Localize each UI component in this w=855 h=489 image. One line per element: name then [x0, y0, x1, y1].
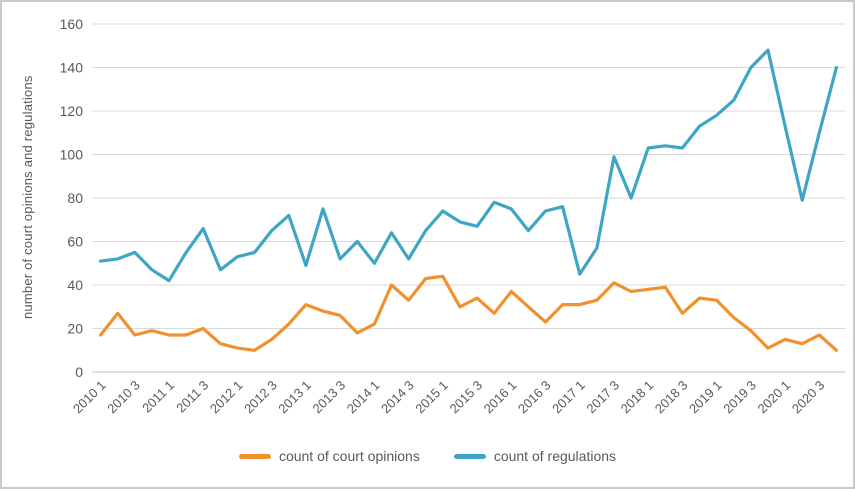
y-tick-label: 160 — [60, 16, 84, 32]
x-tick-label: 2012 3 — [241, 378, 280, 417]
x-tick-label: 2013 3 — [310, 378, 349, 417]
legend-item-regulations: count of regulations — [453, 448, 617, 464]
y-tick-label: 0 — [75, 364, 83, 380]
y-tick-label: 40 — [67, 277, 83, 293]
x-tick-label: 2020 3 — [789, 378, 828, 417]
x-tick-label: 2017 1 — [549, 378, 588, 417]
y-tick-label: 140 — [60, 60, 84, 76]
x-tick-label: 2018 1 — [618, 378, 657, 417]
x-tick-label: 2010 1 — [70, 378, 109, 417]
x-tick-label: 2014 1 — [344, 378, 383, 417]
x-tick-label: 2013 1 — [275, 378, 314, 417]
legend-swatch-regulations-icon — [453, 453, 486, 459]
legend-item-court-opinions: count of court opinions — [238, 448, 420, 464]
y-tick-label: 80 — [67, 190, 83, 206]
series-line-court-opinions — [98, 274, 839, 352]
x-tick-label: 2011 1 — [139, 378, 177, 416]
x-tick-label: 2016 1 — [481, 378, 520, 417]
x-tick-label: 2018 3 — [652, 378, 691, 417]
series-line-regulations — [98, 48, 839, 283]
y-tick-label: 100 — [60, 147, 84, 163]
x-tick-label: 2014 3 — [378, 378, 417, 417]
legend-swatch-court-opinions-icon — [238, 453, 271, 459]
x-tick-label: 2012 1 — [207, 378, 246, 417]
legend-label-court-opinions: count of court opinions — [278, 448, 420, 464]
x-tick-label: 2015 3 — [446, 378, 485, 417]
x-tick-label: 2015 1 — [412, 378, 451, 417]
y-axis-title: number of court opinions and regulations — [20, 75, 35, 319]
x-tick-label: 2019 1 — [686, 378, 725, 417]
legend: count of court opinions count of regulat… — [2, 448, 853, 464]
x-tick-label: 2011 3 — [173, 378, 211, 416]
x-tick-label: 2020 1 — [754, 378, 793, 417]
y-tick-label: 120 — [60, 103, 84, 119]
x-tick-label: 2019 3 — [720, 378, 759, 417]
x-tick-label: 2017 3 — [583, 378, 622, 417]
y-tick-label: 60 — [67, 234, 83, 250]
x-tick-label: 2016 3 — [515, 378, 554, 417]
x-tick-label: 2010 3 — [104, 378, 143, 417]
y-tick-label: 20 — [67, 321, 83, 337]
legend-label-regulations: count of regulations — [493, 448, 617, 464]
